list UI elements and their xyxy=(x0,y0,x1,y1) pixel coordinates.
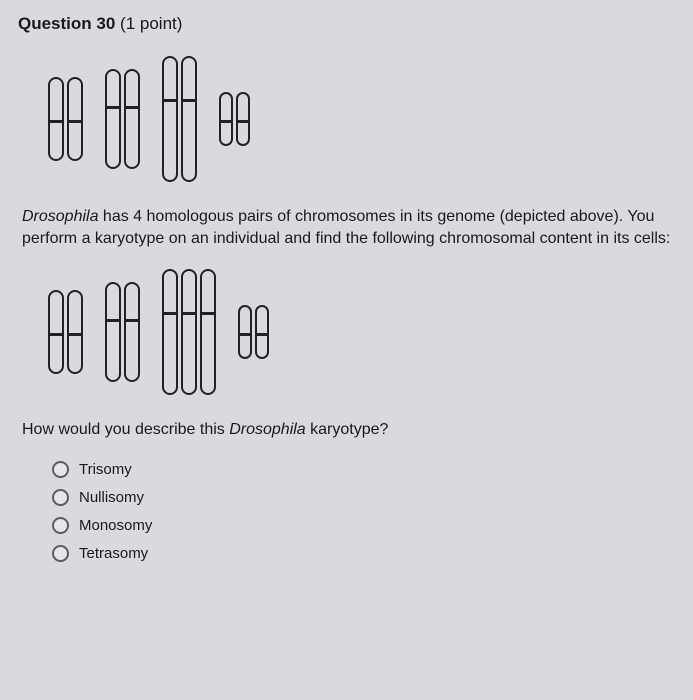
chromosome-pair xyxy=(162,56,197,182)
chromatid xyxy=(181,269,197,395)
question-text-2: How would you describe this Drosophila k… xyxy=(22,419,675,441)
chromatid xyxy=(48,77,64,161)
chromatid xyxy=(67,77,83,161)
radio-icon xyxy=(52,545,69,562)
chromatid xyxy=(255,305,269,359)
chromosome-pair xyxy=(48,77,83,161)
italic-drosophila: Drosophila xyxy=(22,208,98,225)
chromatid xyxy=(181,56,197,182)
option-label: Nullisomy xyxy=(79,489,144,506)
chromatid xyxy=(105,282,121,382)
italic-drosophila-2: Drosophila xyxy=(229,421,305,438)
question-points: (1 point) xyxy=(120,14,182,33)
chromatid xyxy=(48,290,64,374)
chromatid xyxy=(238,305,252,359)
question-number: Question 30 xyxy=(18,14,115,33)
option-monosomy[interactable]: Monosomy xyxy=(52,517,675,534)
question-header: Question 30 (1 point) xyxy=(18,14,675,34)
chromatid xyxy=(162,56,178,182)
chromatid xyxy=(124,69,140,169)
chromosome-pair xyxy=(105,69,140,169)
chromatid xyxy=(105,69,121,169)
chromatid xyxy=(200,269,216,395)
chromosome-pair xyxy=(219,92,250,146)
chromatid xyxy=(124,282,140,382)
chromosome-pair xyxy=(162,269,216,395)
chromosome-row-normal xyxy=(18,56,675,182)
chromatid xyxy=(67,290,83,374)
option-trisomy[interactable]: Trisomy xyxy=(52,461,675,478)
radio-icon xyxy=(52,489,69,506)
chromatid xyxy=(162,269,178,395)
chromosome-pair xyxy=(238,305,269,359)
option-label: Trisomy xyxy=(79,461,132,478)
option-label: Tetrasomy xyxy=(79,545,148,562)
chromatid xyxy=(219,92,233,146)
option-tetrasomy[interactable]: Tetrasomy xyxy=(52,545,675,562)
option-nullisomy[interactable]: Nullisomy xyxy=(52,489,675,506)
options-group: Trisomy Nullisomy Monosomy Tetrasomy xyxy=(18,461,675,562)
chromosome-pair xyxy=(105,282,140,382)
chromosome-pair xyxy=(48,290,83,374)
radio-icon xyxy=(52,517,69,534)
chromosome-row-abnormal xyxy=(18,269,675,395)
chromatid xyxy=(236,92,250,146)
radio-icon xyxy=(52,461,69,478)
option-label: Monosomy xyxy=(79,517,152,534)
question-text-1: Drosophila has 4 homologous pairs of chr… xyxy=(22,206,675,249)
